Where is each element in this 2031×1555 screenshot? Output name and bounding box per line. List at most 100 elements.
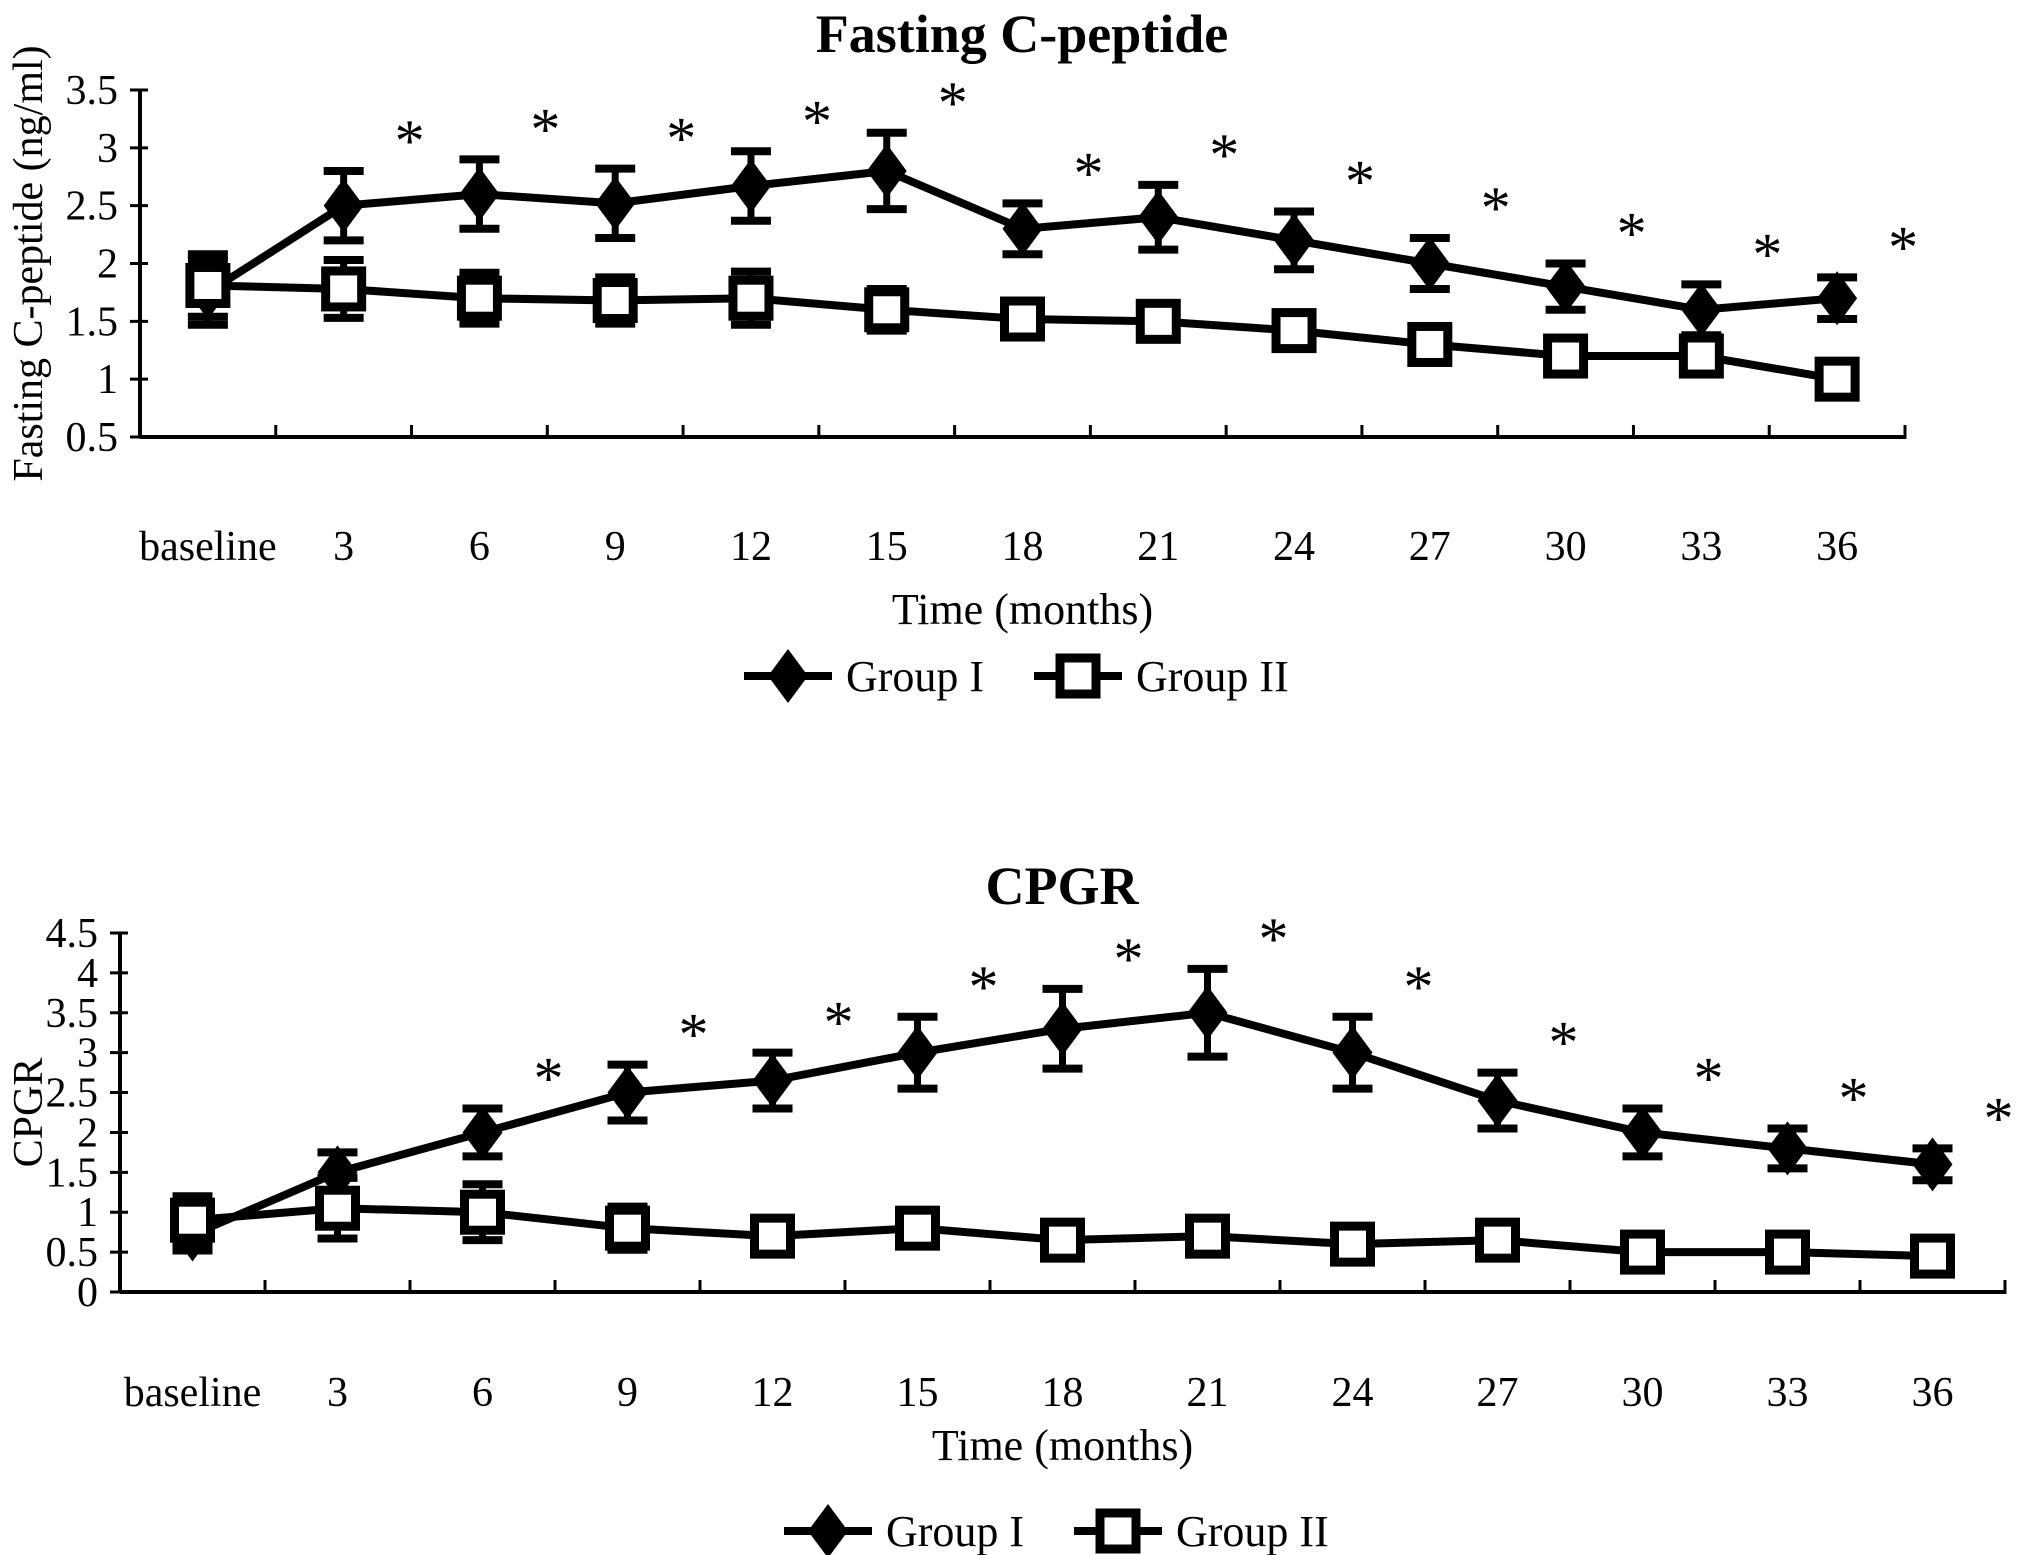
significance-asterisk: *	[1404, 954, 1434, 1020]
group-i-marker	[730, 159, 771, 214]
significance-asterisk: *	[969, 954, 999, 1020]
x-tick-label: 36	[1912, 1370, 1954, 1416]
x-axis-title: Time (months)	[892, 585, 1153, 634]
x-tick-label: 36	[1816, 524, 1858, 570]
legend-label: Group II	[1136, 652, 1289, 701]
significance-asterisks: * * * * * * * * * * * *	[395, 70, 1918, 288]
significance-asterisk: *	[1617, 201, 1647, 267]
significance-asterisk: *	[679, 1002, 709, 1068]
chart-title: CPGR	[986, 856, 1140, 916]
legend: Group I Group II	[784, 1504, 1329, 1555]
significance-asterisk: *	[1888, 214, 1918, 280]
x-tick-label: 6	[469, 524, 490, 570]
x-tick-label: 33	[1767, 1370, 1809, 1416]
x-tick-label: baseline	[139, 524, 277, 570]
y-tick-label: 1	[97, 357, 118, 403]
legend-label: Group I	[846, 652, 984, 701]
significance-asterisk: *	[395, 108, 425, 174]
y-tick-label: 3.5	[66, 68, 119, 114]
y-tick-label: 2	[97, 242, 118, 288]
y-tick-label: 3	[77, 1031, 98, 1077]
y-tick-labels: 3.5 3 2.5 2 1.5 1 0.5	[66, 68, 119, 461]
group-i-marker	[323, 178, 364, 233]
group-ii-marker	[1407, 321, 1453, 367]
significance-asterisk: *	[1209, 122, 1239, 188]
group-ii-marker	[321, 266, 367, 312]
group-ii-marker	[1765, 1229, 1810, 1275]
x-tick-label: 15	[897, 1370, 939, 1416]
significance-asterisk: *	[530, 96, 560, 162]
legend-item-group-i: Group I	[744, 649, 984, 703]
x-tick-label: 9	[617, 1370, 638, 1416]
significance-asterisk: *	[1694, 1046, 1724, 1112]
group-i-marker	[897, 1025, 938, 1080]
group-i-marker	[1477, 1073, 1518, 1128]
group-i-marker	[1409, 236, 1450, 291]
significance-asterisk: *	[1984, 1085, 2014, 1151]
x-tick-label: 27	[1409, 524, 1451, 570]
significance-asterisk: *	[1345, 148, 1375, 214]
y-tick-label: 0.5	[46, 1230, 99, 1276]
group-ii-marker	[1910, 1233, 1955, 1279]
y-tick-label: 3	[97, 126, 118, 172]
group-ii-marker	[315, 1185, 360, 1231]
legend-open-square-icon	[1055, 653, 1101, 699]
group-ii-marker	[170, 1197, 215, 1243]
x-tick-label: 6	[472, 1370, 493, 1416]
x-tick-label: 18	[1002, 524, 1044, 570]
x-tick-label: 15	[866, 524, 908, 570]
legend: Group I Group II	[744, 649, 1289, 703]
group-i-marker	[1912, 1137, 1953, 1192]
group-i-marker	[752, 1053, 793, 1108]
group-ii-marker	[605, 1205, 650, 1251]
significance-asterisk: *	[1481, 175, 1511, 241]
significance-asterisk: *	[534, 1046, 564, 1112]
series-group-ii	[170, 1173, 1955, 1279]
group-ii-marker	[1814, 356, 1860, 402]
group-ii-marker	[456, 275, 502, 321]
y-tick-label: 0.5	[66, 415, 119, 461]
group-ii-marker	[1475, 1217, 1520, 1263]
group-ii-marker	[1330, 1221, 1375, 1267]
legend-label: Group II	[1176, 1507, 1329, 1555]
legend-item-group-ii: Group II	[1074, 1507, 1329, 1555]
x-tick-label: 12	[752, 1370, 794, 1416]
group-ii-marker	[592, 278, 638, 324]
x-tick-labels: baseline 3 6 9 12 15 18 21 24 27 30 33 36	[124, 1370, 1954, 1416]
series-group-ii	[185, 250, 1860, 402]
significance-asterisk: *	[666, 106, 696, 172]
x-tick-label: 12	[730, 524, 772, 570]
y-tick-label: 4	[77, 951, 98, 997]
group-i-marker	[1767, 1121, 1808, 1176]
group-ii-marker	[864, 287, 910, 333]
x-tick-label: 3	[333, 524, 354, 570]
group-i-marker	[1187, 985, 1228, 1040]
y-tick-label: 4.5	[46, 911, 99, 957]
group-i-marker	[1138, 190, 1179, 245]
y-tick-label: 0	[77, 1270, 98, 1316]
legend-item-group-ii: Group II	[1034, 652, 1289, 701]
significance-asterisks: * * * * * * * * * * *	[534, 906, 2014, 1152]
y-axis-title: CPGR	[6, 1058, 52, 1168]
significance-asterisk: *	[1839, 1065, 1869, 1131]
x-axis-title: Time (months)	[932, 1421, 1193, 1470]
group-i-marker	[1545, 259, 1586, 314]
legend-open-square-icon	[1095, 1508, 1141, 1554]
y-tick-label: 2.5	[46, 1071, 99, 1117]
group-i-marker	[462, 1105, 503, 1160]
y-tick-label: 1	[77, 1190, 98, 1236]
group-i-marker	[1042, 1001, 1083, 1056]
group-ii-marker	[1271, 308, 1317, 354]
y-tick-label: 1.5	[66, 299, 119, 345]
x-tick-label: 21	[1137, 524, 1179, 570]
group-i-marker	[1622, 1105, 1663, 1160]
significance-asterisk: *	[1259, 906, 1289, 972]
tick-marks	[130, 88, 1907, 439]
significance-asterisk: *	[938, 70, 968, 136]
x-tick-label: 9	[605, 524, 626, 570]
x-tick-label: 27	[1477, 1370, 1519, 1416]
axes	[118, 933, 2005, 1294]
group-ii-marker	[1185, 1213, 1230, 1259]
